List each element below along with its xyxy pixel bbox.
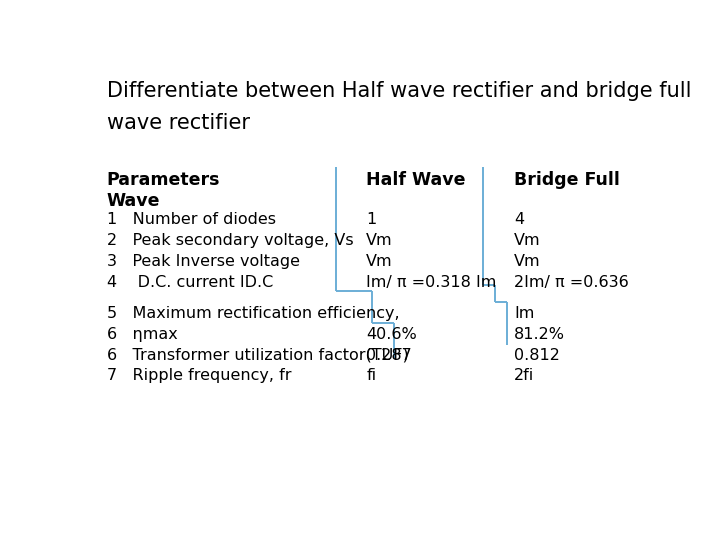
Text: Parameters: Parameters [107,171,220,189]
Text: Vm: Vm [514,254,541,269]
Text: 6   Transformer utilization factor(TUF): 6 Transformer utilization factor(TUF) [107,348,408,362]
Text: 0.287: 0.287 [366,348,412,362]
Text: Half Wave: Half Wave [366,171,466,189]
Text: Bridge Full: Bridge Full [514,171,620,189]
Text: Differentiate between Half wave rectifier and bridge full: Differentiate between Half wave rectifie… [107,82,691,102]
Text: 5   Maximum rectification efficiency,: 5 Maximum rectification efficiency, [107,306,400,321]
Text: fi: fi [366,368,377,383]
Text: 3   Peak Inverse voltage: 3 Peak Inverse voltage [107,254,300,269]
Text: 0.812: 0.812 [514,348,560,362]
Text: Im: Im [514,306,534,321]
Text: Im/ π =0.318 Im: Im/ π =0.318 Im [366,275,497,290]
Text: Wave: Wave [107,192,161,210]
Text: 1: 1 [366,212,377,227]
Text: Vm: Vm [366,233,393,248]
Text: 40.6%: 40.6% [366,327,417,342]
Text: wave rectifier: wave rectifier [107,113,250,133]
Text: 6   ηmax: 6 ηmax [107,327,178,342]
Text: Vm: Vm [366,254,393,269]
Text: 81.2%: 81.2% [514,327,565,342]
Text: 2Im/ π =0.636: 2Im/ π =0.636 [514,275,629,290]
Text: 1   Number of diodes: 1 Number of diodes [107,212,276,227]
Text: 7   Ripple frequency, fr: 7 Ripple frequency, fr [107,368,291,383]
Text: 2fi: 2fi [514,368,534,383]
Text: 2   Peak secondary voltage, Vs: 2 Peak secondary voltage, Vs [107,233,354,248]
Text: 4: 4 [514,212,524,227]
Text: 4    D.C. current ID.C: 4 D.C. current ID.C [107,275,273,290]
Text: Vm: Vm [514,233,541,248]
